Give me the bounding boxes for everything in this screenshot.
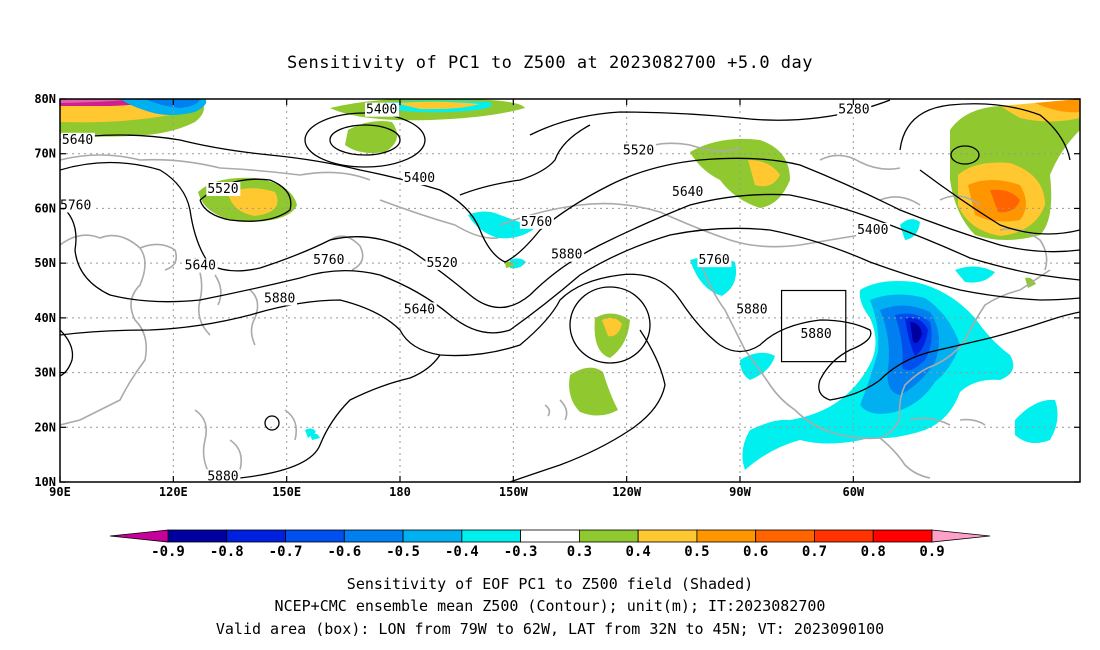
colorbar-label: 0.5 (684, 544, 709, 560)
colorbar-swatch (285, 529, 345, 543)
contour-label: 5400 (404, 171, 435, 186)
colorbar-swatch (461, 529, 522, 543)
contour-label: 5880 (551, 248, 582, 263)
contour-labels: 5400 5280 5640 5520 5400 5520 5640 5760 5760 5400… (60, 102, 891, 484)
contour-label-bg (550, 247, 585, 262)
valid-area-box (780, 289, 847, 363)
contour-label-bg (365, 102, 399, 117)
contour-label-bg (519, 214, 554, 229)
contour-label-bg (837, 102, 872, 117)
contour-label: 5760 (60, 198, 91, 213)
contour-label: 5640 (672, 185, 703, 200)
contour-label: 5640 (404, 302, 435, 317)
lat-tick-label: 40N (34, 311, 56, 325)
colorbar-swatch (520, 529, 580, 543)
map-area: 5400 5280 5640 5520 5400 5520 5640 5760 5760 5400… (60, 99, 1080, 484)
lon-tick-label: 180 (389, 485, 411, 499)
colorbar-swatch (755, 529, 815, 543)
colorbar-label: -0.9 (151, 544, 185, 560)
lat-tick-label: 70N (34, 147, 56, 161)
footer-line-2: NCEP+CMC ensemble mean Z500 (Contour); u… (275, 597, 826, 615)
lon-tick-label: 120E (159, 485, 188, 499)
lat-tick-label: 80N (34, 92, 56, 106)
colorbar-label: -0.3 (504, 544, 538, 560)
contour-label: 5520 (623, 144, 654, 159)
colorbar-label: -0.7 (269, 544, 303, 560)
lat-tick-label: 30N (34, 366, 56, 380)
lon-tick-label: 90W (729, 485, 751, 499)
colorbar-label: 0.8 (861, 544, 886, 560)
colorbar-swatch (578, 529, 639, 543)
contour-label: 5880 (800, 327, 831, 342)
contour-label-bg (402, 302, 437, 317)
contour-label-bg (60, 198, 93, 213)
contour-label-bg (425, 255, 460, 270)
colorbar-swatch (872, 529, 933, 543)
colorbar-label: 0.6 (743, 544, 768, 560)
contour-label: 5760 (313, 253, 344, 268)
contour-label: 5520 (207, 182, 238, 197)
colorbar-label: 0.7 (802, 544, 827, 560)
lon-tick-label: 150E (272, 485, 301, 499)
lon-tick-label: 120W (612, 485, 642, 499)
contour-label-bg (206, 182, 241, 197)
colorbar-label: 0.4 (626, 544, 651, 560)
figure-title: Sensitivity of PC1 to Z500 at 2023082700… (287, 53, 813, 73)
colorbar: -0.9 -0.8 -0.7 -0.6 -0.5 -0.4 -0.3 0.3 0.4 0.5 0.6… (109, 529, 991, 560)
contour-label: 5280 (838, 103, 869, 118)
coastlines (60, 142, 1051, 479)
contour-label-bg (735, 302, 770, 317)
colorbar-low-extend (109, 529, 169, 543)
colorbar-label: -0.5 (386, 544, 420, 560)
lon-tick-label: 60W (842, 485, 864, 499)
colorbar-swatch (637, 529, 698, 543)
contour-label-bg (263, 291, 297, 306)
contour-label: 5640 (185, 259, 216, 274)
colorbar-label: -0.8 (210, 544, 244, 560)
lat-tick-label: 10N (34, 475, 56, 489)
z500-contours (60, 99, 1080, 482)
footer-line-3: Valid area (box): LON from 79W to 62W, L… (216, 620, 884, 638)
contour-label-bg (312, 253, 347, 268)
contour-label: 5400 (366, 103, 397, 118)
contour-label: 5880 (207, 469, 238, 484)
colorbar-swatch (167, 529, 228, 543)
contour-label: 5400 (857, 223, 888, 238)
graticule (60, 99, 1080, 482)
colorbar-swatch (402, 529, 463, 543)
contour-label-bg (697, 253, 732, 268)
lon-tick-label: 150W (499, 485, 529, 499)
contour-label-bg (621, 143, 656, 158)
lat-tick-label: 50N (34, 256, 56, 270)
contour-label-bg (671, 184, 705, 199)
footer-line-1: Sensitivity of EOF PC1 to Z500 field (Sh… (347, 575, 753, 593)
map-frame (59, 98, 1081, 483)
contour-label-bg (60, 132, 95, 147)
colorbar-label: 0.9 (919, 544, 944, 560)
colorbar-swatch (226, 529, 286, 543)
colorbar-high-extend (931, 529, 991, 543)
contour-label: 5760 (521, 215, 552, 230)
colorbar-label: -0.6 (327, 544, 361, 560)
lat-tick-label: 20N (34, 420, 56, 434)
contour-label-bg (206, 469, 241, 482)
colorbar-swatch (696, 529, 757, 543)
contour-label-bg (183, 258, 218, 273)
lat-tick-label: 60N (34, 201, 56, 215)
contour-label: 5520 (426, 256, 457, 271)
contour-label-bg (856, 223, 891, 238)
colorbar-label: 0.3 (567, 544, 592, 560)
lon-tick-label: 90E (49, 485, 71, 499)
colorbar-label: -0.4 (445, 544, 479, 560)
contour-label-bg (799, 327, 834, 342)
colorbar-swatch (343, 529, 404, 543)
contour-label: 5640 (62, 133, 93, 148)
contour-label: 5880 (736, 302, 767, 317)
colorbar-swatch (814, 529, 874, 543)
contour-label: 5760 (698, 253, 729, 268)
contour-label: 5880 (264, 291, 295, 306)
contour-label-bg (402, 171, 437, 186)
